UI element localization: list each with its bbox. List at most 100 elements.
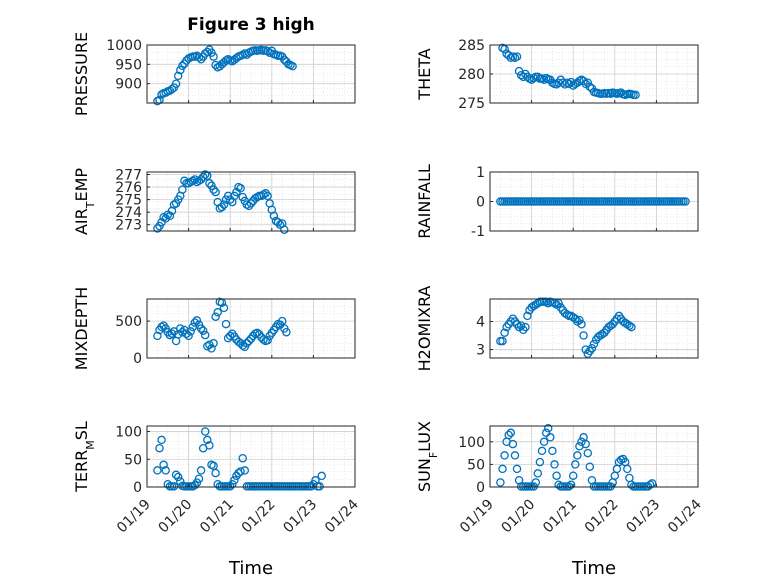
data-point	[200, 427, 210, 436]
data-point	[225, 482, 235, 491]
data-point	[182, 329, 191, 338]
data-point	[539, 75, 549, 85]
data-point	[203, 47, 212, 57]
axes-frame	[489, 425, 699, 488]
y-axis-label: PRESSURE	[72, 32, 91, 116]
data-point	[221, 319, 231, 329]
y-tick-label: 100	[115, 425, 142, 441]
data-point	[558, 78, 568, 87]
plot-area	[147, 172, 355, 231]
data-point	[625, 321, 634, 330]
axes-frame	[146, 171, 356, 232]
data-point	[583, 448, 593, 458]
y-tick-label: 100	[458, 435, 485, 451]
data-point	[566, 311, 576, 321]
data-point	[203, 435, 212, 445]
data-point	[178, 61, 187, 71]
x-tick-label: 01/24	[665, 496, 705, 536]
data-point	[190, 318, 200, 327]
data-point	[236, 467, 245, 476]
data-point	[527, 303, 536, 312]
subplot-terr-msl: 0 50 100 01/19 01/20 01/21 01/22 01/23 01/24 TERR…	[72, 421, 362, 536]
data-point	[645, 480, 655, 489]
x-tick-label: 01/22	[239, 497, 279, 537]
data-point	[581, 439, 590, 449]
data-point	[232, 53, 241, 63]
data-point	[261, 189, 270, 198]
data-point	[681, 197, 690, 206]
data-point	[273, 217, 283, 227]
data-point	[523, 311, 532, 321]
x-axis-label-right: Time	[571, 558, 616, 579]
y-tick-label: 275	[458, 96, 485, 112]
data-point	[546, 433, 555, 442]
y-tick-label: 0	[476, 195, 485, 211]
y-axis-label: AIRTEMP	[72, 168, 97, 235]
data-point	[155, 443, 164, 453]
data-point	[246, 199, 256, 208]
y-tick-label: 0	[133, 480, 142, 496]
data-point	[209, 52, 218, 61]
y-tick-label: 280	[458, 67, 485, 83]
data-point	[153, 466, 162, 475]
y-tick-label: 1000	[106, 38, 142, 54]
data-point	[577, 437, 586, 447]
y-tick-label: 273	[115, 218, 142, 234]
data-point	[196, 175, 206, 184]
figure-title: Figure 3 high	[187, 15, 315, 35]
subplot-sun-flux: 0 50 100 01/19 01/20 01/21 01/22 01/23 01/24 SUNF…	[415, 421, 705, 536]
data-point	[521, 322, 530, 332]
y-axis-label: H2OMIXRA	[415, 286, 434, 372]
data-point	[531, 478, 541, 487]
data-point	[211, 468, 220, 478]
data-point	[252, 328, 262, 338]
data-point	[173, 472, 183, 482]
y-tick-label: 277	[115, 168, 142, 184]
data-point	[236, 184, 245, 193]
data-point	[504, 430, 513, 440]
data-point	[200, 170, 210, 179]
x-tick-label: 01/21	[197, 497, 237, 537]
data-point	[620, 318, 630, 328]
data-point	[186, 327, 195, 336]
data-point	[277, 316, 287, 326]
axes-frame	[146, 44, 356, 104]
data-point	[583, 78, 593, 87]
data-point	[211, 312, 220, 321]
data-point	[577, 320, 586, 329]
data-point	[623, 464, 632, 474]
data-point	[192, 316, 202, 325]
data-point	[217, 202, 227, 212]
data-point	[282, 327, 291, 337]
data-point	[259, 190, 268, 199]
data-point	[207, 344, 216, 353]
data-point	[173, 330, 183, 339]
subplot-rainfall: -1 0 1 RAINFALL	[415, 164, 699, 240]
data-point	[219, 200, 229, 209]
y-tick-label: 275	[115, 193, 142, 209]
data-point	[564, 79, 574, 89]
y-tick-label: 50	[124, 452, 142, 468]
data-point	[194, 53, 204, 62]
y-axis-label: SUNFLUX	[415, 421, 440, 492]
data-point	[288, 62, 297, 71]
data-point	[161, 466, 170, 475]
data-point	[512, 464, 522, 474]
data-point	[317, 471, 326, 481]
data-point	[581, 345, 590, 354]
data-point	[498, 336, 507, 346]
data-point	[238, 341, 247, 350]
data-point	[194, 474, 204, 483]
data-point	[244, 336, 254, 346]
data-point	[176, 477, 185, 486]
data-point	[631, 90, 640, 100]
data-point	[579, 331, 588, 340]
data-point	[213, 308, 222, 317]
data-point	[263, 336, 272, 345]
y-tick-label: 276	[115, 180, 142, 196]
x-tick-label: 01/19	[114, 497, 154, 537]
data-point	[171, 470, 181, 480]
axes-frame	[146, 425, 356, 488]
